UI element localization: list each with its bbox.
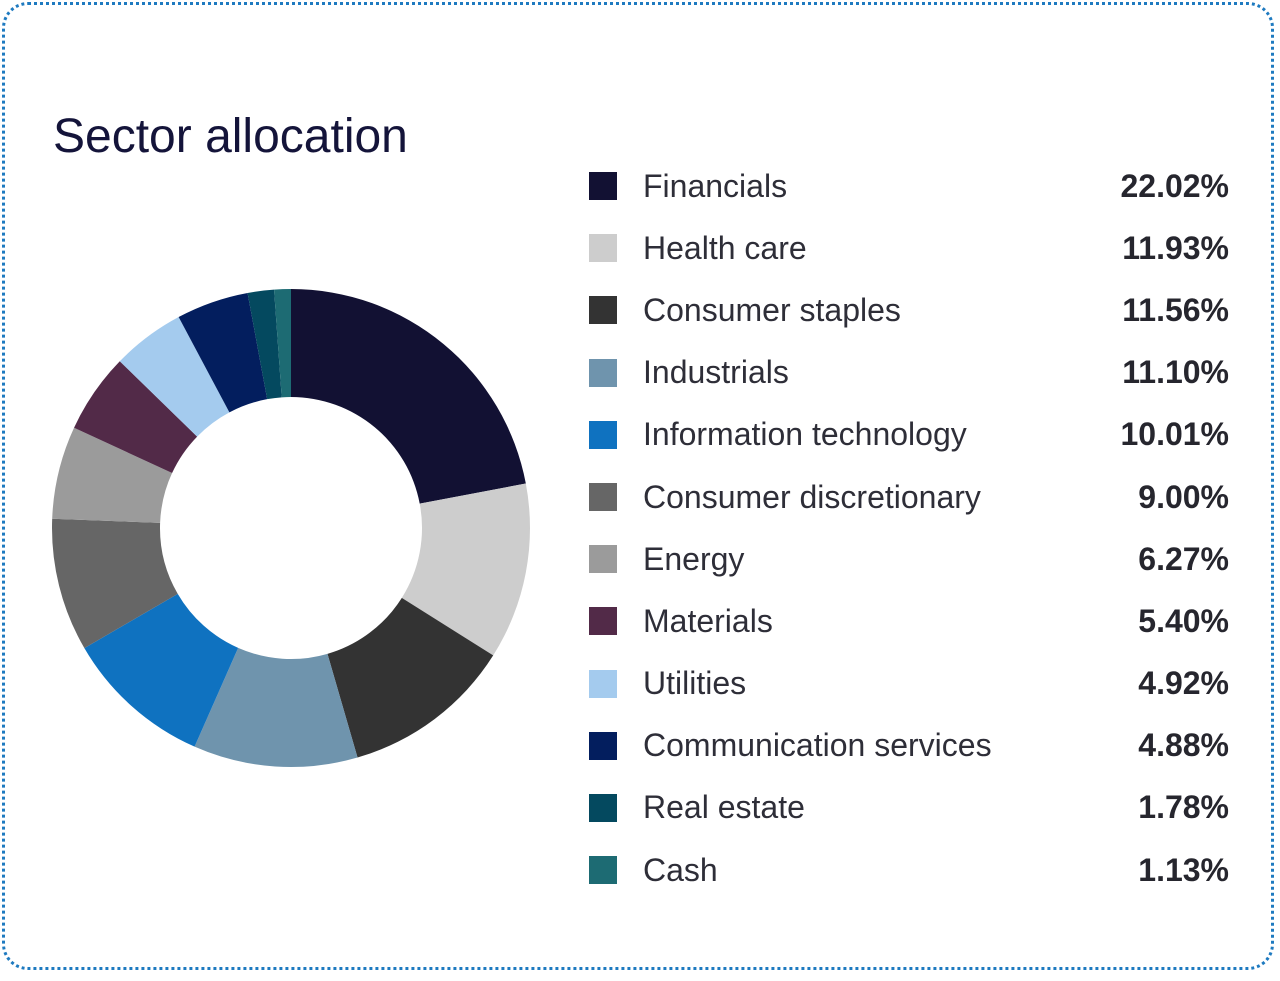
legend-value: 1.13%: [1138, 851, 1229, 888]
legend-value: 5.40%: [1138, 602, 1229, 639]
donut-slice-consumer-discretionary: [51, 518, 178, 649]
legend-item-materials: Materials 5.40%: [589, 590, 1229, 652]
chart-title: Sector allocation: [53, 110, 408, 163]
legend-item-real-estate: Real estate 1.78%: [589, 777, 1229, 839]
legend-swatch: [589, 358, 617, 387]
donut-slice-real-estate: [247, 289, 282, 400]
legend-swatch: [589, 296, 617, 325]
legend-swatch: [589, 545, 617, 574]
legend-swatch: [589, 669, 617, 698]
donut-slice-health-care: [401, 483, 530, 656]
legend-value: 1.78%: [1138, 789, 1229, 826]
legend-swatch: [589, 172, 617, 201]
legend-item-communication-services: Communication services 4.88%: [589, 715, 1229, 777]
donut-slice-communication-services: [178, 292, 268, 413]
legend-label: Information technology: [643, 416, 967, 453]
donut-slice-materials: [74, 361, 198, 474]
legend-value: 11.93%: [1122, 229, 1229, 266]
legend-label: Cash: [643, 851, 718, 888]
legend-label: Health care: [643, 229, 807, 266]
legend-label: Consumer staples: [643, 291, 901, 328]
legend: Financials 22.02% Health care 11.93% Consume…: [589, 155, 1229, 901]
legend-value: 4.92%: [1138, 665, 1229, 702]
donut-slice-information-technology: [84, 593, 239, 747]
legend-label: Communication services: [643, 727, 992, 764]
legend-swatch: [589, 607, 617, 636]
donut-slice-financials: [291, 289, 526, 504]
legend-item-consumer-staples: Consumer staples 11.56%: [589, 279, 1229, 341]
donut-slice-utilities: [119, 317, 230, 437]
legend-item-financials: Financials 22.02%: [589, 155, 1229, 217]
legend-label: Materials: [643, 602, 773, 639]
donut-slice-energy: [52, 427, 173, 523]
legend-value: 11.10%: [1122, 354, 1229, 391]
legend-value: 9.00%: [1138, 478, 1229, 515]
legend-item-utilities: Utilities 4.92%: [589, 653, 1229, 715]
legend-value: 11.56%: [1122, 291, 1229, 328]
legend-label: Utilities: [643, 665, 747, 702]
legend-item-consumer-discretionary: Consumer discretionary 9.00%: [589, 466, 1229, 528]
legend-item-energy: Energy 6.27%: [589, 528, 1229, 590]
legend-swatch: [589, 420, 617, 449]
legend-swatch: [589, 793, 617, 822]
legend-value: 10.01%: [1120, 416, 1229, 453]
legend-label: Industrials: [643, 354, 789, 391]
donut-chart: [51, 289, 530, 767]
legend-label: Consumer discretionary: [643, 478, 981, 515]
donut-slice-industrials: [194, 647, 358, 767]
legend-label: Real estate: [643, 789, 805, 826]
legend-value: 6.27%: [1138, 540, 1229, 577]
legend-item-health-care: Health care 11.93%: [589, 217, 1229, 279]
legend-item-cash: Cash 1.13%: [589, 839, 1229, 901]
legend-item-information-technology: Information technology 10.01%: [589, 404, 1229, 466]
legend-swatch: [589, 234, 617, 263]
donut-slice-consumer-staples: [327, 597, 494, 758]
legend-value: 22.02%: [1120, 167, 1229, 204]
legend-swatch: [589, 856, 617, 885]
legend-swatch: [589, 731, 617, 760]
donut-slice-cash: [274, 289, 291, 398]
legend-swatch: [589, 483, 617, 512]
legend-label: Energy: [643, 540, 745, 577]
legend-item-industrials: Industrials 11.10%: [589, 342, 1229, 404]
legend-value: 4.88%: [1138, 727, 1229, 764]
legend-label: Financials: [643, 167, 788, 204]
